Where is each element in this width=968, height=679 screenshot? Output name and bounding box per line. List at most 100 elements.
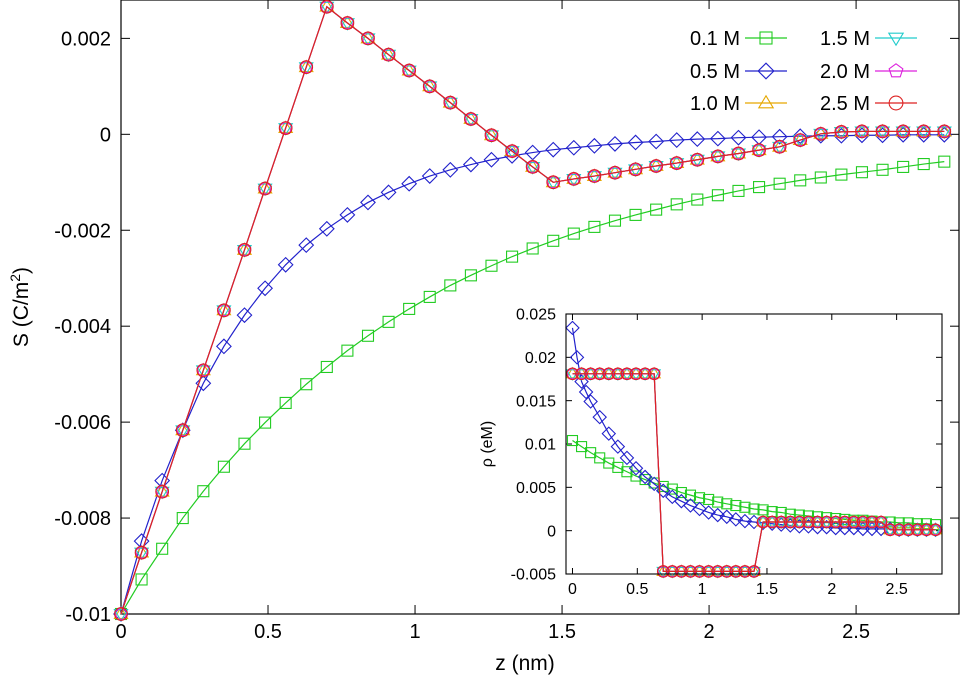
inset-data-point [583, 394, 598, 409]
main-data-point [318, 220, 335, 237]
main-data-point [835, 168, 848, 181]
inset-data-point [630, 470, 642, 482]
inset-data-point [784, 515, 797, 529]
main-data-point [215, 338, 232, 355]
inset-data-point [793, 515, 806, 529]
inset-data-point [719, 509, 735, 525]
main-data-point [339, 15, 355, 28]
main-data-point [298, 62, 314, 75]
legend-marker [888, 95, 904, 111]
main-data-point [114, 607, 128, 621]
legend-label: 0.5 M [690, 61, 740, 83]
main-data-point [216, 305, 232, 319]
main-data-point [793, 133, 808, 147]
main-data-point [897, 160, 910, 173]
main-y-tick-label: -0.002 [54, 220, 111, 242]
inset-data-point [565, 320, 580, 336]
inset-data-point [569, 350, 585, 365]
main-data-point [916, 126, 932, 140]
inset-data-point [683, 498, 698, 513]
main-data-point [401, 62, 417, 76]
main-y-tick-label: 0.002 [61, 28, 111, 50]
main-data-point [278, 121, 293, 135]
inset-plot: 0 0.5 1 1.5 2 2.5 -0.005 0 0.005 0.01 0.015 0.02 0.0… [479, 307, 943, 598]
main-data-point [134, 545, 149, 560]
y-axis-label-sup: 2 [7, 274, 23, 282]
inset-data-point [920, 523, 933, 537]
main-data-point [916, 124, 931, 139]
main-data-point [546, 175, 561, 190]
inset-data-point [739, 501, 751, 513]
main-y-tick-label: -0.004 [54, 316, 111, 338]
inset-series-group [565, 320, 943, 579]
main-data-point [813, 126, 828, 141]
main-data-point [854, 126, 870, 140]
inset-data-point [756, 515, 770, 529]
inset-data-point [765, 515, 779, 529]
inset-data-point [611, 367, 625, 381]
main-data-point [381, 47, 396, 62]
inset-data-point [619, 450, 635, 466]
inset-data-point [675, 486, 687, 499]
main-data-point [258, 181, 272, 196]
main-data-point [484, 128, 499, 143]
main-series-2-5-M [114, 0, 952, 621]
main-data-point [833, 126, 849, 140]
main-data-point [855, 124, 869, 139]
main-data-point [422, 81, 438, 95]
inset-y-tick-label: 0 [547, 523, 556, 540]
main-y-tick-label: -0.006 [54, 412, 111, 434]
legend-label: 2.0 M [820, 61, 870, 83]
main-data-point [483, 127, 500, 141]
main-data-point [444, 279, 457, 292]
inset-data-point [621, 466, 633, 478]
main-data-point [504, 146, 520, 159]
main-data-point [277, 256, 294, 273]
main-data-point [175, 423, 190, 438]
main-data-point [195, 375, 212, 392]
main-x-tick-label: 2.5 [842, 621, 870, 643]
inset-data-point [920, 518, 932, 530]
inset-data-point [674, 493, 689, 509]
main-data-point [360, 30, 376, 44]
inset-y-tick-label: 0.02 [525, 350, 556, 367]
legend-label: 1.0 M [690, 93, 740, 115]
main-data-point [464, 112, 478, 126]
main-data-point [298, 237, 315, 254]
inset-data-point [666, 565, 679, 578]
main-data-point [339, 206, 356, 223]
inset-data-point [612, 461, 624, 473]
inset-data-point [603, 457, 615, 469]
main-data-point [217, 460, 230, 473]
legend-marker [759, 31, 773, 45]
inset-data-point [720, 565, 734, 578]
main-data-point [711, 189, 724, 202]
inset-data-point [730, 499, 742, 512]
legend-entry-1-0-M: 1.0 M [690, 93, 787, 115]
main-data-point [566, 172, 581, 186]
inset-data-point [892, 523, 906, 537]
main-data-point [916, 123, 932, 137]
inset-data-point [629, 367, 643, 381]
inset-data-point [637, 469, 653, 485]
main-data-point [236, 307, 253, 324]
inset-data-point [757, 504, 769, 516]
inset-data-point [811, 515, 824, 529]
main-data-point [341, 344, 354, 357]
main-axis-ticks: 0 0.5 1 1.5 2 2.5 -0.01 -0.008 -0.006 -0.004 -0.00… [54, 0, 959, 643]
inset-data-point [576, 441, 588, 453]
main-data-point [442, 94, 458, 108]
legend-entry-0-5-M: 0.5 M [690, 61, 787, 83]
main-series-line [120, 5, 945, 615]
legend-label: 2.5 M [820, 93, 870, 115]
main-x-tick-label: 2 [704, 621, 715, 643]
main-data-point [650, 203, 663, 216]
main-data-point [156, 542, 169, 555]
main-y-tick-label: -0.01 [65, 604, 111, 626]
inset-data-point [856, 515, 870, 529]
main-data-point [753, 181, 766, 194]
main-x-tick-label: 0.5 [254, 621, 282, 643]
main-data-point [485, 259, 498, 272]
main-data-point [299, 60, 314, 75]
